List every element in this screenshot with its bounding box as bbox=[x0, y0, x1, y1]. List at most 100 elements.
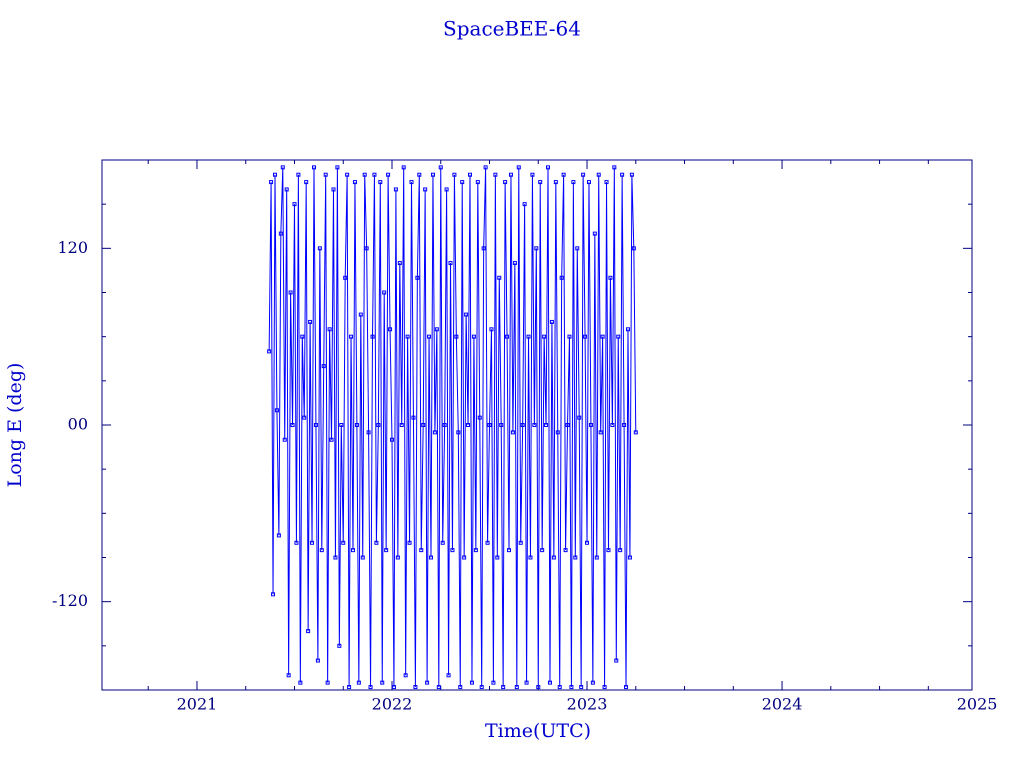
data-point bbox=[290, 423, 295, 427]
data-point bbox=[612, 165, 617, 170]
data-point bbox=[403, 673, 408, 678]
data-point bbox=[583, 334, 588, 339]
data-point bbox=[274, 408, 279, 413]
data-point bbox=[337, 643, 342, 648]
data-point bbox=[625, 327, 630, 332]
data-point bbox=[302, 415, 307, 420]
data-point bbox=[442, 423, 447, 427]
data-point bbox=[547, 680, 552, 685]
y-tick-label: 00 bbox=[68, 415, 88, 434]
data-point bbox=[624, 685, 629, 690]
data-point bbox=[421, 423, 426, 427]
data-point bbox=[600, 334, 605, 339]
data-point bbox=[310, 540, 315, 545]
data-point bbox=[440, 540, 445, 545]
data-point bbox=[356, 680, 361, 685]
data-point bbox=[544, 423, 549, 427]
data-point bbox=[397, 261, 402, 266]
x-tick-label: 2025 bbox=[957, 695, 998, 714]
data-point bbox=[464, 312, 469, 317]
data-point bbox=[347, 685, 352, 690]
data-point bbox=[380, 680, 385, 685]
data-point bbox=[473, 548, 478, 553]
data-point bbox=[300, 334, 305, 339]
data-point bbox=[333, 555, 338, 560]
data-point bbox=[555, 430, 560, 435]
data-point bbox=[452, 172, 457, 177]
data-point bbox=[286, 673, 291, 678]
data-point bbox=[450, 548, 455, 553]
data-point bbox=[598, 430, 603, 435]
data-point bbox=[405, 334, 410, 339]
data-point bbox=[512, 261, 517, 266]
data-point bbox=[272, 172, 277, 177]
data-point bbox=[423, 187, 428, 192]
data-point bbox=[573, 555, 578, 560]
data-point bbox=[306, 629, 311, 634]
data-point bbox=[386, 172, 391, 177]
data-point bbox=[282, 437, 287, 442]
x-tick-label: 2023 bbox=[567, 695, 608, 714]
data-point bbox=[399, 423, 404, 427]
data-point bbox=[631, 246, 636, 251]
data-point bbox=[280, 165, 285, 170]
data-point bbox=[413, 685, 418, 690]
x-tick-label: 2024 bbox=[762, 695, 803, 714]
data-point bbox=[395, 555, 400, 560]
data-point bbox=[317, 246, 322, 251]
x-tick-label: 2021 bbox=[177, 695, 218, 714]
data-point bbox=[425, 680, 430, 685]
data-point bbox=[388, 327, 393, 332]
data-point bbox=[401, 165, 406, 170]
data-point bbox=[596, 172, 601, 177]
data-line bbox=[268, 167, 637, 688]
data-point bbox=[292, 202, 297, 207]
data-point bbox=[294, 540, 299, 545]
data-point bbox=[469, 680, 474, 685]
data-point bbox=[602, 685, 607, 690]
data-point bbox=[604, 180, 609, 185]
data-point bbox=[505, 334, 510, 339]
data-point bbox=[592, 231, 597, 236]
data-point bbox=[411, 415, 416, 420]
data-point bbox=[528, 555, 533, 560]
data-point bbox=[454, 334, 459, 339]
y-tick-label: 120 bbox=[57, 238, 88, 257]
data-point bbox=[419, 548, 424, 553]
data-point bbox=[627, 555, 632, 560]
data-point bbox=[432, 430, 437, 435]
data-point bbox=[362, 172, 367, 177]
plot-frame bbox=[101, 159, 973, 691]
data-point bbox=[575, 246, 580, 251]
data-point bbox=[384, 548, 389, 553]
y-tick-label: -120 bbox=[52, 591, 88, 610]
data-point bbox=[456, 430, 461, 435]
data-point bbox=[503, 180, 508, 185]
data-point bbox=[585, 540, 590, 545]
data-point bbox=[327, 327, 332, 332]
data-point bbox=[407, 540, 412, 545]
data-point bbox=[565, 423, 570, 427]
data-point bbox=[374, 540, 379, 545]
data-point bbox=[308, 319, 313, 324]
data-point bbox=[546, 165, 551, 170]
data-point bbox=[518, 540, 523, 545]
data-point bbox=[417, 172, 422, 177]
data-point bbox=[586, 180, 591, 185]
data-point bbox=[629, 172, 634, 177]
data-point bbox=[325, 680, 330, 685]
data-point bbox=[391, 685, 396, 690]
data-point bbox=[497, 275, 502, 280]
data-point bbox=[536, 685, 541, 690]
chart-title: SpaceBEE-64 bbox=[443, 17, 581, 41]
data-point bbox=[446, 673, 451, 678]
data-point bbox=[522, 202, 527, 207]
data-point bbox=[493, 172, 498, 177]
data-point bbox=[319, 548, 324, 553]
data-point bbox=[430, 172, 435, 177]
data-point bbox=[594, 555, 599, 560]
data-point bbox=[491, 680, 496, 685]
data-point bbox=[458, 685, 463, 690]
data-point bbox=[304, 180, 309, 185]
